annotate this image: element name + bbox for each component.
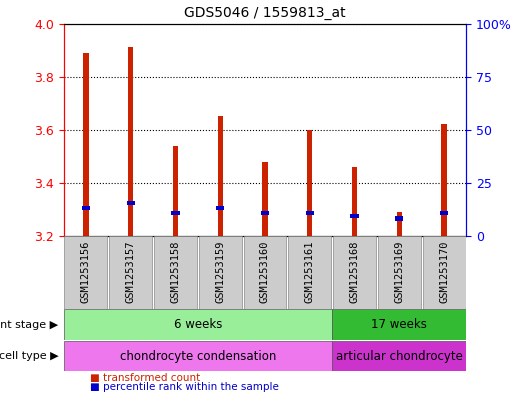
Bar (127, 200, 135, 205)
Bar (440, 211, 448, 215)
Bar (65, 236, 108, 309)
Bar (350, 214, 358, 218)
Text: GSM1253158: GSM1253158 (171, 241, 181, 303)
Text: GSM1253157: GSM1253157 (126, 241, 136, 303)
Text: ■ transformed count: ■ transformed count (90, 373, 200, 383)
Bar (395, 217, 403, 221)
Bar (261, 211, 269, 215)
Title: GDS5046 / 1559813_at: GDS5046 / 1559813_at (184, 6, 346, 20)
Bar (333, 236, 376, 309)
Bar (172, 211, 180, 215)
Bar (332, 341, 466, 371)
Bar (307, 130, 313, 236)
Text: cell type ▶: cell type ▶ (0, 351, 58, 361)
Bar (83, 53, 89, 236)
Text: GSM1253170: GSM1253170 (439, 241, 449, 303)
Bar (199, 236, 242, 309)
Bar (82, 206, 90, 210)
Bar (262, 162, 268, 236)
Bar (216, 206, 224, 210)
Bar (288, 236, 331, 309)
Text: GSM1253156: GSM1253156 (81, 241, 91, 303)
Text: 6 weeks: 6 weeks (174, 318, 222, 331)
Bar (128, 48, 134, 236)
Bar (154, 236, 197, 309)
Bar (109, 236, 152, 309)
Bar (217, 116, 223, 236)
Bar (64, 309, 332, 340)
Text: GSM1253160: GSM1253160 (260, 241, 270, 303)
Text: GSM1253168: GSM1253168 (349, 241, 359, 303)
Bar (441, 124, 447, 236)
Text: GSM1253161: GSM1253161 (305, 241, 315, 303)
Bar (243, 236, 287, 309)
Text: chondrocyte condensation: chondrocyte condensation (120, 349, 276, 363)
Bar (352, 167, 357, 236)
Text: development stage ▶: development stage ▶ (0, 320, 58, 330)
Bar (378, 236, 421, 309)
Text: ■ percentile rank within the sample: ■ percentile rank within the sample (90, 382, 279, 392)
Bar (396, 212, 402, 236)
Bar (64, 341, 332, 371)
Bar (422, 236, 465, 309)
Bar (332, 309, 466, 340)
Bar (306, 211, 314, 215)
Text: articular chondrocyte: articular chondrocyte (336, 349, 463, 363)
Bar (173, 145, 178, 236)
Text: GSM1253159: GSM1253159 (215, 241, 225, 303)
Text: 17 weeks: 17 weeks (372, 318, 427, 331)
Text: GSM1253169: GSM1253169 (394, 241, 404, 303)
